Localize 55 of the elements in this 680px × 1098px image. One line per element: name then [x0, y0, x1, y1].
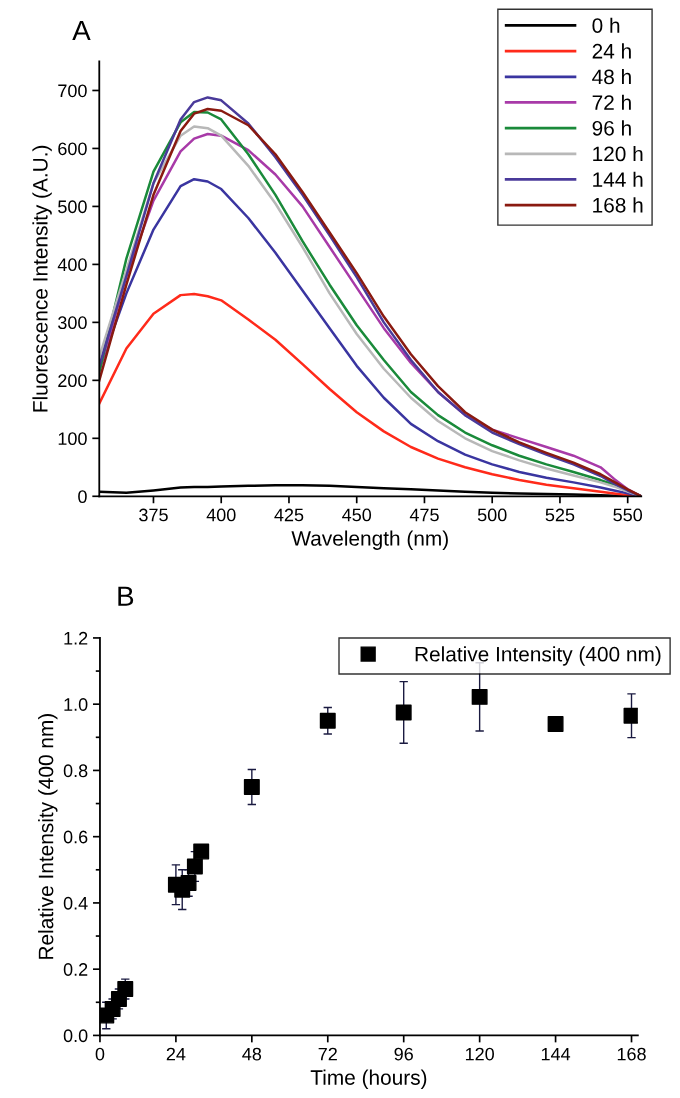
point: [623, 707, 638, 724]
x-tick-label: 500: [477, 508, 507, 522]
x-axis-title: Wavelength (nm): [291, 530, 448, 550]
x-tick-label: 144: [541, 1047, 571, 1061]
legend-label: 24 h: [592, 43, 631, 59]
chart-title: B: [118, 586, 134, 606]
x-tick-label: 120: [465, 1047, 494, 1061]
y-tick-label: 100: [58, 432, 87, 446]
point: [319, 712, 336, 729]
chart-title: A: [72, 21, 91, 41]
x-tick-label: 375: [139, 508, 168, 522]
legend-label: Relative Intensity (400 nm): [415, 646, 661, 666]
x-tick-label: 550: [613, 508, 643, 522]
y-axis-title: Fluorescence Intensity (A.U.): [32, 145, 52, 412]
y-tick-label: 0: [78, 490, 87, 504]
y-tick-label: 0.0: [63, 1029, 88, 1043]
y-tick-label: 0.6: [63, 830, 88, 844]
x-tick-label: 96: [394, 1047, 413, 1061]
x-tick-label: 48: [242, 1047, 262, 1061]
legend-label: 48 h: [592, 68, 631, 85]
y-tick-label: 300: [58, 316, 87, 330]
x-tick-label: 425: [274, 508, 304, 522]
x-tick-label: 72: [318, 1047, 337, 1061]
legend-label: 72 h: [592, 94, 631, 110]
y-tick-label: 1.0: [64, 698, 88, 711]
y-tick-label: 0.4: [63, 896, 88, 910]
y-tick-label: 400: [57, 258, 87, 272]
x-axis-title: Time (hours): [310, 1069, 427, 1090]
point: [471, 688, 488, 705]
point: [395, 704, 412, 721]
point: [193, 843, 210, 860]
point: [547, 716, 564, 733]
y-axis-title: Relative Intensity (400 nm): [38, 714, 58, 959]
legend-label: 120 h: [593, 146, 643, 162]
y-tick-label: 600: [58, 142, 87, 156]
x-tick-label: 525: [545, 508, 575, 522]
x-tick-label: 168: [617, 1047, 646, 1061]
y-tick-label: 1.2: [64, 631, 88, 645]
x-tick-label: 450: [342, 508, 372, 522]
point: [180, 875, 197, 892]
legend-label: 96 h: [592, 120, 631, 136]
point: [243, 779, 260, 795]
y-tick-label: 500: [58, 200, 87, 214]
y-tick-label: 0.8: [63, 764, 88, 778]
y-tick-label: 200: [58, 374, 87, 388]
x-tick-label: 475: [409, 508, 439, 522]
legend-label: 0 h: [592, 17, 620, 33]
y-tick-label: 0.2: [63, 963, 88, 976]
point: [186, 858, 203, 875]
y-tick-label: 700: [58, 84, 87, 98]
x-tick-label: 0: [95, 1047, 105, 1061]
legend-label: 144 h: [593, 171, 643, 187]
x-tick-label: 24: [166, 1047, 186, 1061]
x-tick-label: 400: [206, 508, 236, 522]
legend-label: 168 h: [593, 197, 643, 213]
